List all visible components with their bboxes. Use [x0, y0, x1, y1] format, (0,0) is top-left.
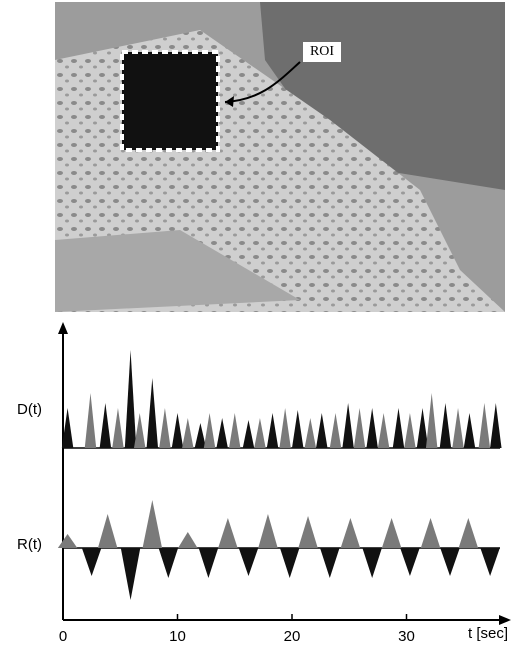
spike [159, 408, 170, 448]
spike [178, 532, 197, 548]
spike [316, 413, 327, 448]
spike [147, 378, 158, 448]
spike [98, 514, 117, 548]
spike [279, 408, 290, 448]
x-tick-label: 10 [169, 628, 186, 645]
series-label: D(t) [17, 401, 42, 418]
spike [464, 413, 475, 448]
spike [143, 500, 162, 548]
spike [417, 408, 428, 448]
spike [320, 548, 339, 578]
spike [199, 548, 218, 578]
spike [258, 514, 277, 548]
chart: 0 10 20 30 t [sec] D(t) R(t) [17, 322, 511, 645]
spike [280, 548, 299, 578]
spike [267, 413, 278, 448]
spike [239, 548, 258, 576]
spike [342, 403, 353, 448]
x-tick-label: 30 [398, 628, 415, 645]
spike [440, 548, 459, 576]
spike [330, 413, 341, 448]
spike [195, 423, 206, 448]
spike [393, 408, 404, 448]
spike [159, 548, 178, 578]
spike [426, 393, 437, 448]
spike [341, 518, 360, 548]
spike [404, 413, 415, 448]
spike [354, 408, 365, 448]
spike [490, 403, 501, 448]
spike [421, 518, 440, 548]
spike [182, 418, 193, 448]
spike [459, 518, 478, 548]
spike [362, 548, 381, 578]
spike [243, 420, 254, 448]
spike [440, 403, 451, 448]
roi-box [122, 52, 218, 150]
spike [85, 393, 96, 448]
spike [58, 534, 77, 548]
spike [378, 413, 389, 448]
spike [305, 418, 316, 448]
x-axis-label: t [sec] [468, 625, 508, 642]
spike [216, 418, 227, 448]
figure: ROI 0 10 20 30 t [sec] D(t) R(t) [0, 0, 513, 651]
spike [125, 350, 136, 448]
spike [292, 410, 303, 448]
roi-label: ROI [310, 44, 334, 59]
spike [479, 403, 490, 448]
spike [452, 408, 463, 448]
photo: ROI [55, 2, 505, 312]
spike [100, 403, 111, 448]
spike [480, 548, 499, 576]
spike [172, 413, 183, 448]
spike [82, 548, 101, 576]
spike [254, 418, 265, 448]
spike [112, 408, 123, 448]
spike [298, 516, 317, 548]
spike [229, 413, 240, 448]
x-tick-label: 20 [284, 628, 301, 645]
spike [134, 413, 145, 448]
x-tick-label: 0 [59, 628, 67, 645]
spike [366, 408, 377, 448]
spike [382, 518, 401, 548]
series-label: R(t) [17, 536, 42, 553]
spike [121, 548, 140, 600]
spike [400, 548, 419, 576]
spike [218, 518, 237, 548]
spike [204, 413, 215, 448]
